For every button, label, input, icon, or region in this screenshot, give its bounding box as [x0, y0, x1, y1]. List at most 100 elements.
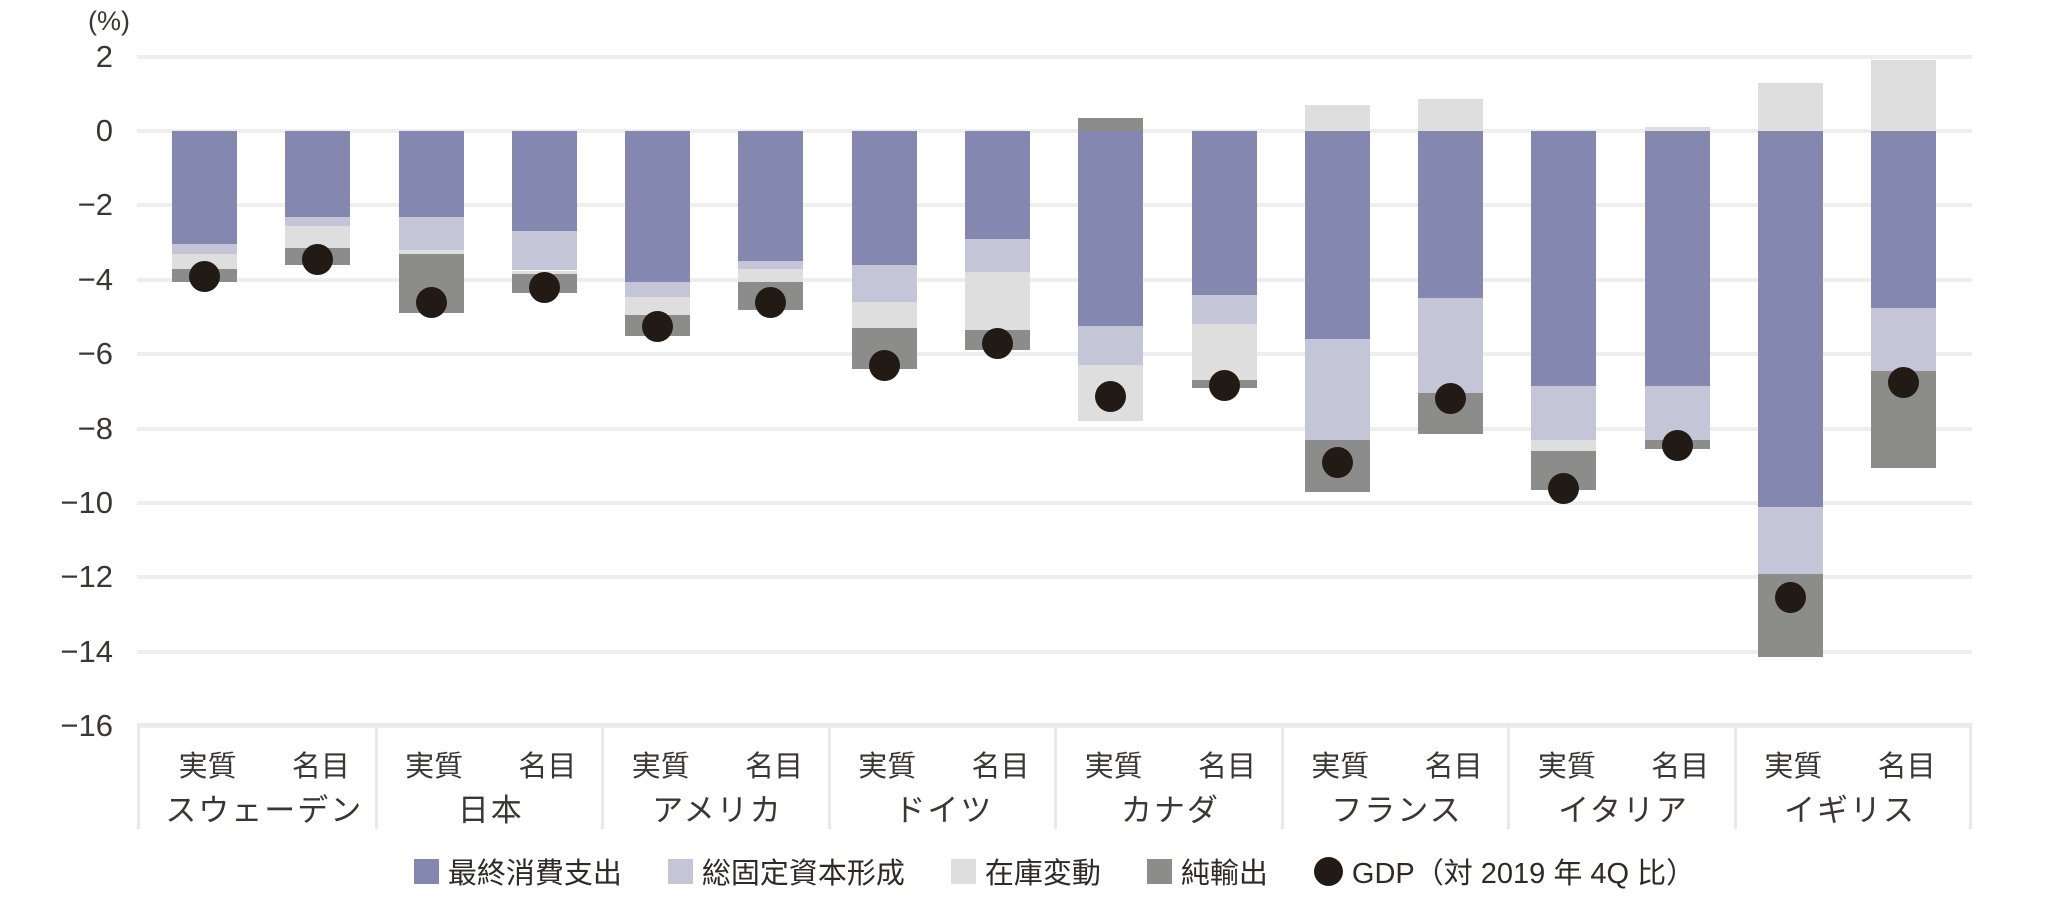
gridline — [137, 54, 1972, 59]
legend-item-inventory: 在庫変動 — [950, 850, 1101, 892]
bar-segment-inventory — [738, 268, 804, 282]
x-axis-group-1: 実質 名目スウェーデン — [137, 723, 375, 829]
bar-type-label: 実質 — [1537, 751, 1596, 783]
y-tick-label: −4 — [77, 261, 113, 297]
gridline — [137, 426, 1972, 431]
bar-type-label: 実質 — [405, 751, 464, 783]
gridline — [137, 352, 1972, 357]
y-tick-label: 2 — [95, 38, 113, 74]
bar-segment-gfcf — [285, 216, 351, 226]
country-label: 日本 — [457, 793, 524, 828]
gridline — [137, 203, 1972, 208]
bar-segment-consumption — [1871, 131, 1937, 308]
bar-segment-consumption — [1531, 131, 1597, 386]
gdp-marker — [755, 286, 787, 318]
bar-type-label: 名目 — [744, 751, 803, 783]
bar-segment-consumption — [1304, 131, 1370, 340]
gdp-marker — [868, 349, 900, 381]
gdp-marker — [415, 286, 447, 318]
bar-segment-gfcf — [1871, 307, 1937, 371]
bar-segment-net_exports — [1078, 117, 1144, 131]
bar-type-label: 実質 — [178, 751, 237, 783]
bar-segment-inventory — [1531, 439, 1597, 451]
gdp-marker — [1435, 383, 1467, 415]
bar-segment-gfcf — [625, 281, 691, 297]
bar-segment-consumption — [285, 131, 351, 217]
gdp-marker — [189, 260, 221, 292]
x-axis-group-3: 実質 名目アメリカ — [601, 723, 828, 829]
bar-type-label: 名目 — [1877, 751, 1936, 783]
legend-label: 最終消費支出 — [447, 858, 622, 890]
gridline — [137, 501, 1972, 505]
y-tick-label: −16 — [60, 708, 113, 744]
gdp-marker — [642, 310, 674, 342]
legend-label: 総固定資本形成 — [701, 858, 905, 890]
gdp-marker-icon — [1313, 856, 1343, 886]
gdp-marker — [1548, 472, 1580, 504]
bar-type-label: 名目 — [291, 751, 350, 783]
bar-segment-gfcf — [1757, 506, 1823, 574]
country-label: イタリア — [1558, 793, 1689, 828]
bar-segment-gfcf — [1531, 385, 1597, 440]
bar-type-label: 名目 — [971, 751, 1030, 783]
bar-segment-consumption — [511, 131, 577, 232]
y-axis-unit-label: (%) — [88, 6, 130, 36]
bar-segment-gfcf — [965, 238, 1031, 273]
country-label: アメリカ — [652, 793, 783, 828]
bar-segment-consumption — [1644, 131, 1710, 386]
bar-segment-consumption — [965, 131, 1031, 239]
bar-segment-inventory — [1418, 99, 1484, 131]
bar-segment-consumption — [738, 131, 804, 262]
bar-type-label: 名目 — [1651, 751, 1710, 783]
bar-segment-gfcf — [1078, 326, 1144, 366]
legend-swatch-gfcf — [667, 858, 693, 884]
legend-item-consumption: 最終消費支出 — [413, 850, 622, 892]
gdp-marker — [1774, 582, 1806, 614]
gdp-marker — [1888, 366, 1920, 398]
bar-segment-inventory — [398, 250, 464, 254]
legend-label: 在庫変動 — [984, 858, 1101, 890]
x-axis-group-2: 実質 名目日本 — [374, 723, 602, 829]
gridline — [137, 129, 1972, 133]
bar-segment-gfcf — [172, 244, 238, 254]
gdp-marker — [1095, 381, 1127, 413]
bar-segment-consumption — [625, 131, 691, 282]
bar-segment-gfcf — [738, 261, 804, 269]
country-label: ドイツ — [894, 793, 994, 828]
x-axis-group-4: 実質 名目ドイツ — [827, 723, 1055, 829]
y-tick-label: −14 — [60, 633, 113, 669]
gdp-marker — [1208, 370, 1240, 402]
bar-segment-gfcf — [851, 264, 917, 303]
bar-segment-consumption — [1191, 131, 1257, 295]
y-tick-label: −2 — [77, 187, 113, 223]
y-tick-label: −10 — [60, 485, 113, 520]
gdp-marker — [302, 243, 334, 275]
bar-type-label: 名目 — [1198, 751, 1257, 783]
bar-segment-gfcf — [1418, 298, 1484, 394]
legend-item-net_exports: 純輸出 — [1146, 850, 1268, 892]
bar-segment-consumption — [851, 131, 917, 265]
x-axis-group-6: 実質 名目フランス — [1280, 723, 1508, 829]
y-tick-label: −6 — [77, 336, 113, 372]
bar-segment-inventory — [285, 225, 351, 249]
bar-type-label: 実質 — [858, 751, 917, 783]
x-axis-group-8: 実質 名目 イギリス — [1733, 723, 1972, 829]
bar-segment-inventory — [965, 272, 1031, 331]
country-label: スウェーデン — [165, 793, 364, 828]
bar-type-label: 名目 — [518, 751, 577, 783]
y-tick-label: −12 — [60, 559, 113, 595]
gridline — [137, 649, 1972, 654]
gdp-marker — [1321, 446, 1353, 478]
bar-type-label: 実質 — [1764, 751, 1823, 783]
bar-type-label: 実質 — [1311, 751, 1370, 783]
gdp-marker — [528, 271, 560, 303]
gdp-marker — [1661, 429, 1693, 461]
country-label: フランス — [1331, 793, 1463, 828]
bar-segment-consumption — [172, 131, 238, 245]
bar-type-label: 名目 — [1424, 751, 1483, 783]
bar-segment-gfcf — [1191, 294, 1257, 325]
legend-label: GDP（対 2019 年 4Q 比） — [1351, 858, 1696, 890]
bar-type-label: 実質 — [631, 751, 690, 783]
legend-swatch-consumption — [413, 858, 439, 884]
